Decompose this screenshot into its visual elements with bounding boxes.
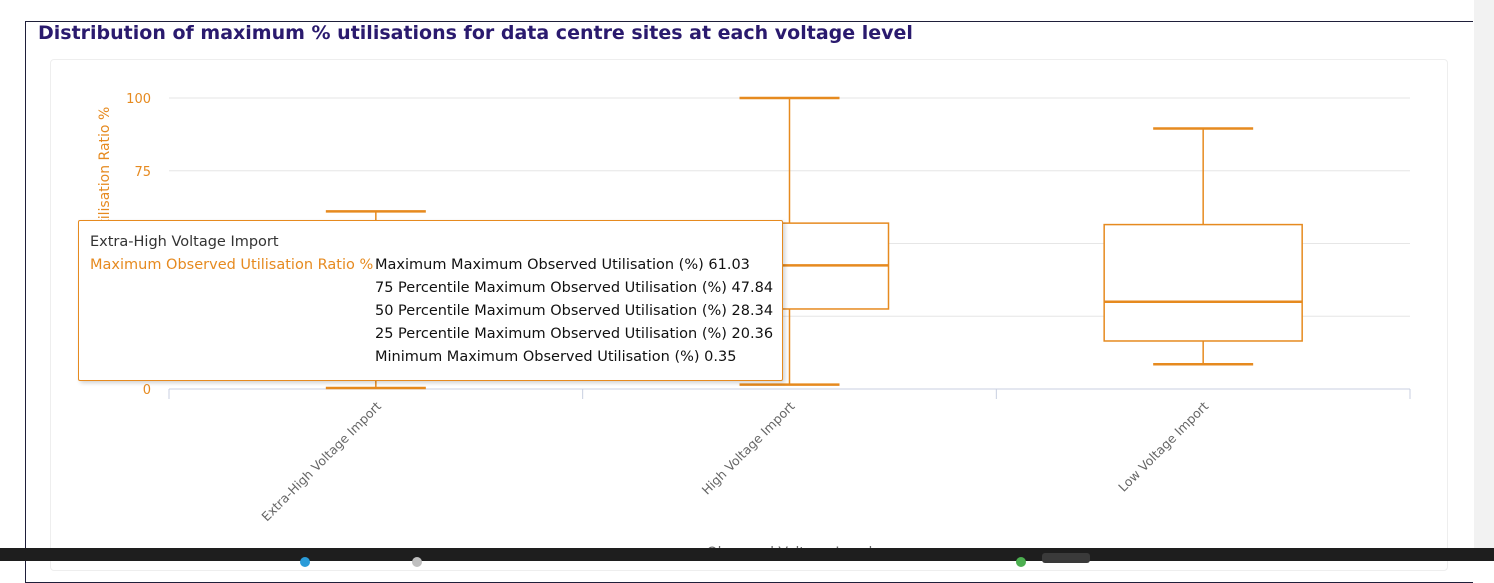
x-category-label: High Voltage Import xyxy=(699,398,798,497)
tooltip-stat-min: Minimum Maximum Observed Utilisation (%)… xyxy=(375,349,737,365)
y-tick-label: 0 xyxy=(143,383,151,398)
tooltip-stat-median: 50 Percentile Maximum Observed Utilisati… xyxy=(375,303,774,319)
os-taskbar xyxy=(0,548,1494,567)
x-category-label: Extra-High Voltage Import xyxy=(258,398,384,524)
browser-icon[interactable] xyxy=(300,557,310,567)
scrollbar-track[interactable] xyxy=(1474,0,1494,561)
y-tick-label: 75 xyxy=(134,165,151,180)
tooltip-series-name: Maximum Observed Utilisation Ratio % xyxy=(90,257,374,273)
tooltip-stat-max: Maximum Maximum Observed Utilisation (%)… xyxy=(375,257,750,273)
tooltip-stat-q1: 25 Percentile Maximum Observed Utilisati… xyxy=(375,326,774,342)
tooltip-stats: Maximum Maximum Observed Utilisation (%)… xyxy=(375,257,773,372)
x-category-label: Low Voltage Import xyxy=(1115,398,1211,494)
y-tick-label: 100 xyxy=(126,92,151,107)
tooltip-category: Extra-High Voltage Import xyxy=(90,234,279,250)
app-icon[interactable] xyxy=(412,557,422,567)
box-iqr xyxy=(1103,223,1303,342)
taskbar-button[interactable] xyxy=(1042,553,1090,563)
chart-title: Distribution of maximum % utilisations f… xyxy=(38,22,913,44)
status-icon[interactable] xyxy=(1016,557,1026,567)
tooltip-stat-q3: 75 Percentile Maximum Observed Utilisati… xyxy=(375,280,774,296)
chart-tooltip: Extra-High Voltage Import Maximum Observ… xyxy=(78,220,783,381)
